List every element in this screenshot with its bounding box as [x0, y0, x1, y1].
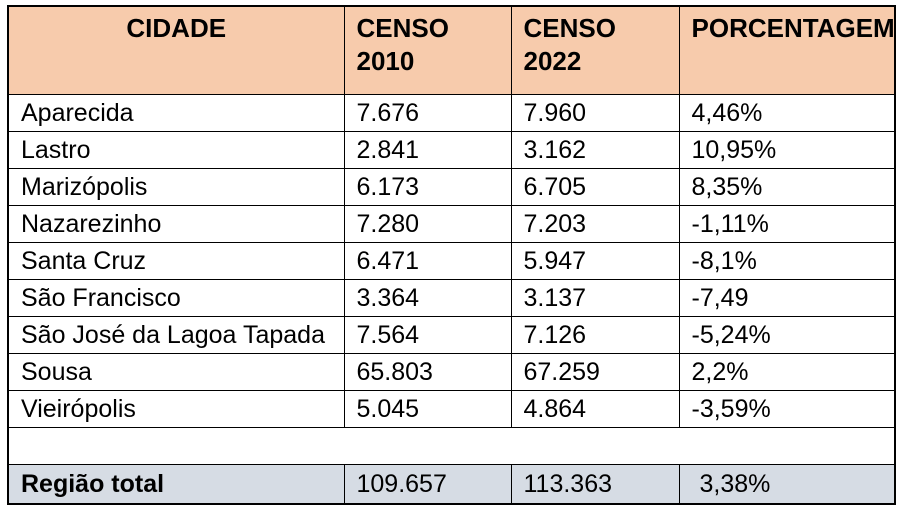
censo-2010-cell: 5.045	[343, 390, 512, 428]
total-censo-2022-cell: 113.363	[510, 464, 680, 505]
total-percentage-cell: 3,38%	[678, 464, 896, 505]
city-cell: São José da Lagoa Tapada	[7, 316, 345, 354]
census-comparison-table: CIDADE CENSO 2010 CENSO 2022 PORCENTAGEM…	[7, 5, 896, 505]
censo-2022-cell: 7.126	[510, 316, 680, 354]
censo-2022-cell: 7.203	[510, 205, 680, 243]
percentage-cell: -1,11%	[678, 205, 896, 243]
censo-2022-cell: 67.259	[510, 353, 680, 391]
censo-2010-cell: 6.173	[343, 168, 512, 206]
table-row: São Francisco 3.364 3.137 -7,49	[7, 279, 896, 317]
table-row: Sousa 65.803 67.259 2,2%	[7, 353, 896, 391]
percentage-cell: 10,95%	[678, 131, 896, 169]
censo-2010-cell: 2.841	[343, 131, 512, 169]
column-header-porcentagem: PORCENTAGEM	[678, 5, 896, 95]
percentage-cell: 4,46%	[678, 94, 896, 132]
column-header-cidade: CIDADE	[7, 5, 345, 95]
city-cell: Marizópolis	[7, 168, 345, 206]
censo-2022-cell: 5.947	[510, 242, 680, 280]
censo-2010-cell: 7.564	[343, 316, 512, 354]
table-row: Nazarezinho 7.280 7.203 -1,11%	[7, 205, 896, 243]
city-cell: Santa Cruz	[7, 242, 345, 280]
table-row: São José da Lagoa Tapada 7.564 7.126 -5,…	[7, 316, 896, 354]
censo-2022-cell: 3.137	[510, 279, 680, 317]
censo-2022-cell: 7.960	[510, 94, 680, 132]
percentage-cell: 8,35%	[678, 168, 896, 206]
percentage-cell: -8,1%	[678, 242, 896, 280]
city-cell: Vieirópolis	[7, 390, 345, 428]
censo-2022-cell: 3.162	[510, 131, 680, 169]
city-cell: Aparecida	[7, 94, 345, 132]
percentage-cell: -5,24%	[678, 316, 896, 354]
city-cell: Nazarezinho	[7, 205, 345, 243]
empty-cell	[7, 427, 896, 465]
table-row: Marizópolis 6.173 6.705 8,35%	[7, 168, 896, 206]
censo-2010-cell: 6.471	[343, 242, 512, 280]
total-label-cell: Região total	[7, 464, 345, 505]
column-header-censo-2022: CENSO 2022	[510, 5, 680, 95]
city-cell: Lastro	[7, 131, 345, 169]
percentage-cell: -7,49	[678, 279, 896, 317]
censo-2010-cell: 7.280	[343, 205, 512, 243]
table-row: Vieirópolis 5.045 4.864 -3,59%	[7, 390, 896, 428]
city-cell: Sousa	[7, 353, 345, 391]
table-row: Santa Cruz 6.471 5.947 -8,1%	[7, 242, 896, 280]
table-row: Aparecida 7.676 7.960 4,46%	[7, 94, 896, 132]
percentage-cell: 2,2%	[678, 353, 896, 391]
percentage-cell: -3,59%	[678, 390, 896, 428]
table-row: Lastro 2.841 3.162 10,95%	[7, 131, 896, 169]
column-header-censo-2010: CENSO 2010	[343, 5, 512, 95]
empty-spacer-row	[7, 427, 896, 465]
censo-2010-cell: 3.364	[343, 279, 512, 317]
censo-2022-cell: 4.864	[510, 390, 680, 428]
table-header-row: CIDADE CENSO 2010 CENSO 2022 PORCENTAGEM	[7, 5, 896, 95]
total-censo-2010-cell: 109.657	[343, 464, 512, 505]
censo-2010-cell: 65.803	[343, 353, 512, 391]
city-cell: São Francisco	[7, 279, 345, 317]
region-total-row: Região total 109.657 113.363 3,38%	[7, 464, 896, 505]
censo-2010-cell: 7.676	[343, 94, 512, 132]
censo-2022-cell: 6.705	[510, 168, 680, 206]
